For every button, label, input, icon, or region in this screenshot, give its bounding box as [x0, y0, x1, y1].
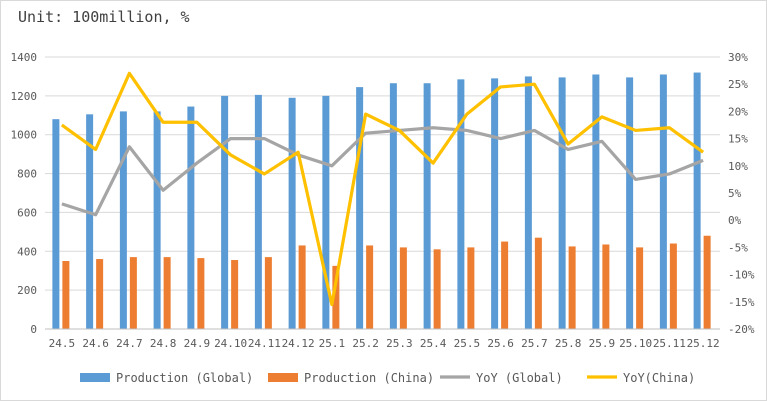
bar-china	[231, 260, 239, 329]
bar-global	[153, 111, 161, 330]
legend-swatch	[268, 373, 298, 382]
legend-swatch	[80, 373, 110, 382]
legend-label: YoY (Global)	[476, 371, 563, 385]
bar-global	[558, 77, 566, 330]
bar-global	[52, 119, 60, 330]
line-yoy-global	[61, 126, 704, 217]
x-tick-label: 25.6	[487, 337, 514, 350]
axes: 0 200 400 600 800 1000 1200 1400 -20% -15% -10% -5%…	[11, 51, 755, 350]
y-left-tick-label: 600	[17, 206, 37, 219]
bar-china	[366, 245, 374, 329]
bar-global	[389, 83, 397, 329]
bar-global	[491, 78, 499, 329]
bar-global	[423, 83, 431, 329]
bar-global	[221, 95, 229, 329]
bar-china	[568, 246, 576, 329]
bar-china	[96, 259, 104, 329]
legend-label: YoY(China)	[623, 371, 695, 385]
bar-china	[636, 247, 644, 329]
bar-china	[163, 257, 171, 329]
x-tick-label: 25.1	[319, 337, 346, 350]
y-right-tick-label: -15%	[728, 296, 755, 309]
bar-china	[433, 249, 441, 329]
y-right-tick-label: -20%	[728, 323, 755, 336]
y-left-tick-label: 200	[17, 284, 37, 297]
bar-china	[298, 245, 306, 329]
bar-global	[187, 106, 195, 330]
bar-global	[693, 72, 701, 330]
y-left-tick-label: 1000	[11, 129, 38, 142]
x-tick-label: 25.8	[555, 337, 582, 350]
x-tick-label: 24.7	[116, 337, 143, 350]
bar-global	[592, 74, 600, 329]
bars	[52, 72, 711, 330]
line-yoy-china	[60, 71, 705, 307]
bar-global	[288, 97, 296, 329]
bar-global	[356, 87, 364, 329]
y-right-tick-label: -5%	[728, 241, 748, 254]
y-left-tick-label: 1200	[11, 90, 38, 103]
bar-china	[332, 265, 340, 329]
x-tick-label: 24.11	[248, 337, 281, 350]
bar-global	[254, 94, 262, 329]
y-left-tick-label: 1400	[11, 51, 38, 64]
x-tick-label: 24.6	[82, 337, 109, 350]
x-tick-label: 24.12	[282, 337, 315, 350]
x-tick-label: 24.9	[184, 337, 211, 350]
lines	[60, 71, 705, 307]
y-right-tick-label: 20%	[728, 105, 748, 118]
bar-china	[197, 258, 205, 329]
y-right-tick-label: -10%	[728, 269, 755, 282]
bar-china	[669, 243, 677, 329]
bar-china	[534, 237, 542, 329]
x-tick-label: 24.5	[49, 337, 76, 350]
bar-china	[467, 247, 475, 329]
legend-label: Production (China)	[304, 371, 434, 385]
y-right-tick-label: 25%	[728, 78, 748, 91]
bar-global	[626, 77, 634, 330]
bar-global	[524, 76, 532, 329]
y-right-tick-label: 30%	[728, 51, 748, 64]
x-tick-label: 24.8	[150, 337, 177, 350]
y-right-tick-label: 15%	[728, 133, 748, 146]
bar-global	[322, 95, 330, 329]
bar-china	[501, 241, 509, 329]
bar-china	[62, 261, 70, 329]
y-left-tick-label: 0	[30, 323, 37, 336]
x-tick-label: 25.4	[420, 337, 447, 350]
x-tick-label: 24.10	[214, 337, 247, 350]
bar-global	[86, 114, 94, 329]
bar-china	[399, 247, 407, 329]
bar-global	[119, 111, 127, 330]
bar-china	[602, 244, 610, 329]
y-left-tick-label: 800	[17, 168, 37, 181]
x-tick-label: 25.3	[386, 337, 413, 350]
bar-china	[129, 257, 137, 329]
bar-china	[703, 235, 711, 329]
x-tick-label: 25.11	[653, 337, 686, 350]
y-left-tick-label: 400	[17, 245, 37, 258]
y-right-tick-label: 10%	[728, 160, 748, 173]
x-tick-label: 25.10	[619, 337, 652, 350]
y-right-tick-label: 5%	[728, 187, 742, 200]
y-right-tick-label: 0%	[728, 214, 742, 227]
x-tick-label: 25.2	[352, 337, 379, 350]
x-tick-label: 25.7	[521, 337, 548, 350]
x-tick-label: 25.5	[454, 337, 481, 350]
x-tick-label: 25.9	[589, 337, 616, 350]
bar-global	[457, 79, 465, 329]
legend: Production (Global) Production (China) YoY…	[80, 371, 695, 385]
legend-label: Production (Global)	[116, 371, 253, 385]
x-tick-label: 25.12	[687, 337, 720, 350]
bar-global	[659, 74, 667, 329]
bar-china	[264, 257, 272, 329]
unit-label: Unit: 100million, %	[18, 8, 190, 26]
